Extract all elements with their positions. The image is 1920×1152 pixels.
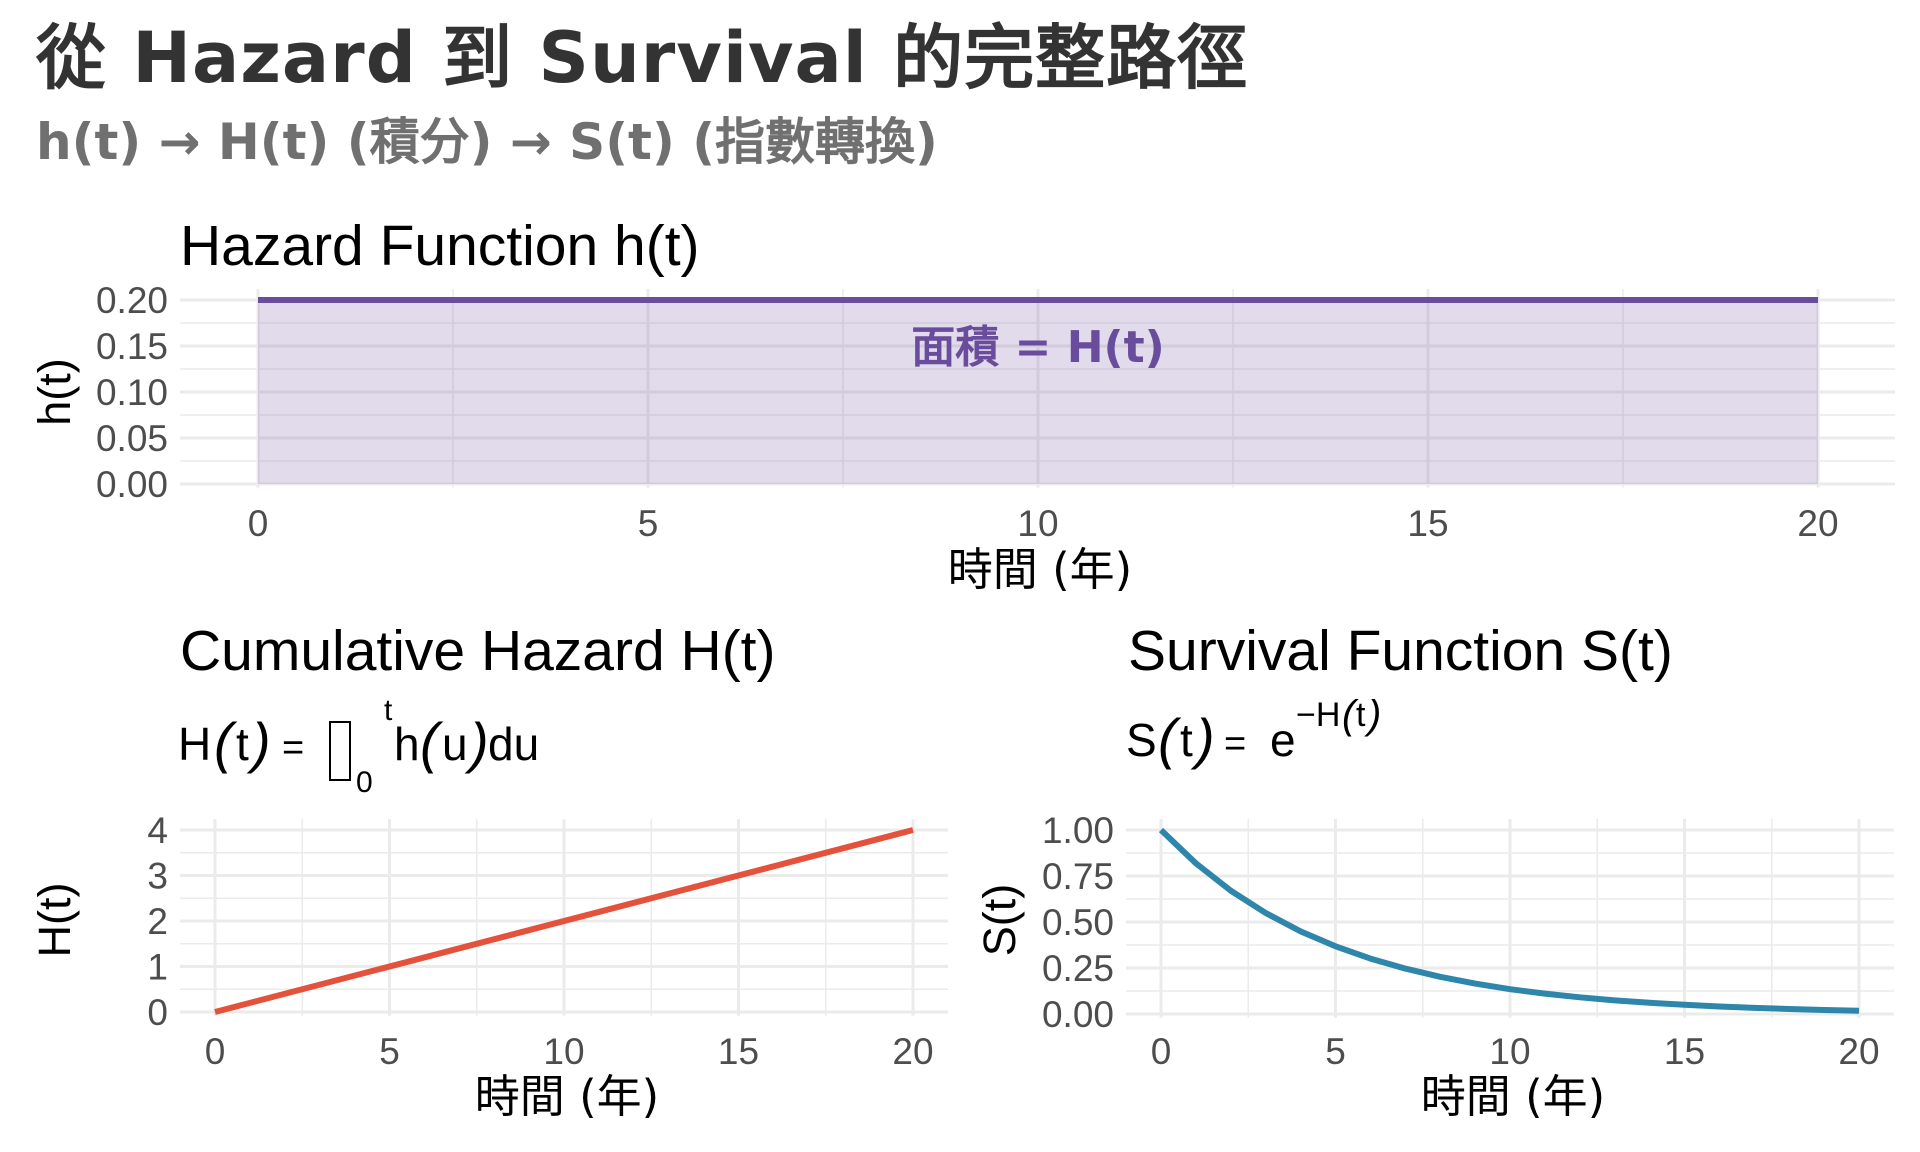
cumulative-grid [180,819,948,1016]
svg-text:): ) [246,711,271,774]
svg-text:): ) [464,711,489,774]
x-tick-label: 10 [1017,503,1058,544]
x-tick-label: 0 [1151,1031,1172,1072]
hazard-area [258,300,1818,484]
svg-text:t: t [1180,714,1193,766]
hazard-chart-title: Hazard Function h(t) [180,214,700,278]
hazard-y-axis-label: h(t) [29,358,80,426]
y-tick-label: 0 [147,992,168,1033]
cumulative-y-ticks: 01 23 4 [147,810,168,1033]
x-tick-label: 20 [1797,503,1838,544]
x-tick-label: 15 [1664,1031,1705,1072]
svg-text:h: h [394,718,420,770]
cumulative-x-ticks: 0 5 10 15 20 [205,1031,934,1072]
x-tick-label: 20 [892,1031,933,1072]
area-annotation: 面積 = H(t) [911,322,1165,373]
y-tick-label: 0.15 [96,326,168,367]
hazard-y-ticks: 0.00 0.05 0.10 0.15 0.20 [96,280,168,505]
y-tick-label: 1.00 [1042,810,1114,851]
survival-x-axis-label: 時間 (年) [1421,1070,1605,1123]
y-tick-label: 0.75 [1042,856,1114,897]
x-tick-label: 5 [1325,1031,1346,1072]
x-tick-label: 0 [205,1031,226,1072]
cumulative-formula: H ( t ) = 0 t h ( u ) du [178,694,539,799]
x-tick-label: 10 [1489,1031,1530,1072]
svg-text:t: t [384,694,393,727]
svg-text:S: S [1126,714,1157,766]
cumulative-panel: Cumulative Hazard H(t) H ( t ) = 0 t h (… [29,619,948,1123]
survival-formula: S ( t ) = e −H ( t ) [1126,693,1381,770]
svg-text:du: du [488,718,539,770]
svg-text:0: 0 [356,766,373,799]
svg-text:=: = [282,727,304,769]
svg-text:): ) [1190,707,1215,770]
svg-text:): ) [1364,693,1381,737]
svg-text:t: t [1356,696,1366,734]
x-tick-label: 5 [638,503,659,544]
y-tick-label: 3 [147,856,168,897]
survival-curve [1158,827,1860,1014]
y-tick-label: 0.10 [96,372,168,413]
cumulative-y-axis-label: H(t) [29,883,80,958]
x-tick-label: 15 [718,1031,759,1072]
y-tick-label: 0.50 [1042,902,1114,943]
svg-text:=: = [1224,723,1246,765]
svg-text:(: ( [1342,693,1359,737]
x-tick-label: 10 [543,1031,584,1072]
survival-panel: Survival Function S(t) S ( t ) = e −H ( … [974,619,1894,1123]
x-tick-label: 20 [1838,1031,1879,1072]
y-tick-label: 0.00 [1042,994,1114,1035]
survival-y-axis-label: S(t) [974,884,1025,957]
x-tick-label: 15 [1407,503,1448,544]
hazard-panel: Hazard Function h(t) 面積 = H(t) 0.000.050… [29,214,1895,596]
svg-text:−H: −H [1296,696,1340,734]
x-tick-label: 0 [248,503,269,544]
x-tick-label: 5 [379,1031,400,1072]
survival-y-ticks: 0.00 0.25 0.50 0.75 1.00 [1042,810,1114,1035]
hazard-x-axis-label: 時間 (年) [948,543,1132,596]
y-tick-label: 0.20 [96,280,168,321]
svg-text:e: e [1270,714,1296,766]
svg-text:H: H [178,718,211,770]
page-title: 從 Hazard 到 Survival 的完整路徑 [36,17,1249,99]
y-tick-label: 0.00 [96,464,168,505]
survival-x-ticks: 0 5 10 15 20 [1151,1031,1880,1072]
svg-text:(: ( [214,711,238,774]
svg-text:t: t [236,718,249,770]
cumulative-x-axis-label: 時間 (年) [475,1070,659,1123]
y-tick-label: 2 [147,901,168,942]
y-tick-label: 0.25 [1042,948,1114,989]
y-tick-label: 4 [147,810,168,851]
cumulative-line [214,827,914,1015]
survival-grid [1126,818,1894,1018]
cumulative-chart-title: Cumulative Hazard H(t) [180,619,776,683]
svg-text:(: ( [1158,707,1182,770]
svg-text:(: ( [420,711,444,774]
y-tick-label: 1 [147,947,168,988]
page-subtitle: h(t) → H(t) (積分) → S(t) (指數轉換) [36,113,938,171]
hazard-x-ticks: 0 5 10 15 20 [248,503,1839,544]
survival-chart-title: Survival Function S(t) [1128,619,1673,683]
y-tick-label: 0.05 [96,418,168,459]
svg-text:u: u [442,718,468,770]
